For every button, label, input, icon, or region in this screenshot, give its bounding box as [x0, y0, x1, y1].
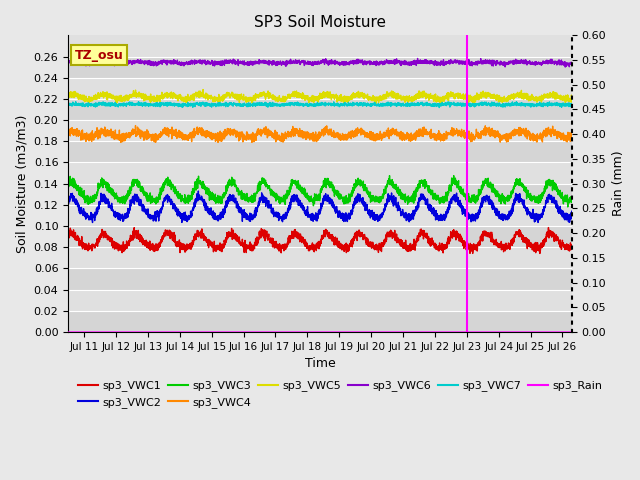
Y-axis label: Rain (mm): Rain (mm): [612, 151, 625, 216]
sp3_VWC7: [122, 102, 129, 108]
Title: SP3 Soil Moisture: SP3 Soil Moisture: [254, 15, 386, 30]
sp3_VWC4: [117, 142, 125, 147]
sp3_VWC5: [258, 89, 266, 95]
Line: sp3_VWC1: sp3_VWC1: [68, 228, 572, 253]
sp3_VWC4: [504, 132, 512, 138]
sp3_VWC1: [559, 238, 566, 244]
sp3_VWC3: [152, 197, 159, 203]
Bar: [68, 184, 572, 205]
X-axis label: Time: Time: [305, 357, 335, 370]
sp3_VWC2: [559, 212, 566, 217]
sp3_VWC5: [559, 94, 566, 100]
sp3_VWC7: [280, 102, 287, 108]
Bar: [68, 57, 572, 78]
Bar: [68, 141, 572, 162]
sp3_VWC4: [258, 129, 266, 134]
sp3_VWC3: [559, 195, 566, 201]
sp3_VWC5: [180, 102, 188, 108]
sp3_VWC3: [99, 173, 106, 179]
sp3_VWC3: [258, 180, 266, 186]
Line: sp3_VWC6: sp3_VWC6: [68, 59, 572, 66]
Bar: [68, 268, 572, 289]
sp3_VWC5: [122, 96, 130, 102]
Line: sp3_VWC2: sp3_VWC2: [68, 192, 572, 223]
sp3_VWC3: [122, 194, 130, 200]
sp3_VWC7: [152, 100, 159, 106]
sp3_VWC4: [548, 122, 556, 128]
sp3_VWC7: [404, 105, 412, 110]
sp3_VWC4: [64, 131, 72, 136]
sp3_VWC6: [152, 59, 159, 65]
sp3_VWC5: [152, 95, 159, 101]
sp3_VWC2: [152, 218, 159, 224]
sp3_VWC1: [228, 226, 236, 231]
Text: TZ_osu: TZ_osu: [74, 48, 124, 61]
sp3_VWC6: [568, 60, 576, 65]
Legend: sp3_VWC1, sp3_VWC2, sp3_VWC3, sp3_VWC4, sp3_VWC5, sp3_VWC6, sp3_VWC7, sp3_Rain: sp3_VWC1, sp3_VWC2, sp3_VWC3, sp3_VWC4, …: [74, 376, 607, 412]
sp3_VWC7: [504, 103, 512, 108]
sp3_VWC6: [258, 59, 266, 64]
sp3_VWC7: [559, 102, 566, 108]
sp3_VWC1: [568, 246, 576, 252]
sp3_VWC1: [64, 235, 72, 240]
sp3_VWC1: [471, 250, 479, 256]
sp3_VWC5: [568, 95, 576, 100]
sp3_VWC4: [122, 138, 130, 144]
Line: sp3_VWC4: sp3_VWC4: [68, 125, 572, 144]
Line: sp3_VWC3: sp3_VWC3: [68, 176, 572, 205]
sp3_VWC5: [64, 93, 72, 98]
sp3_VWC2: [122, 214, 129, 220]
sp3_VWC3: [504, 198, 512, 204]
sp3_VWC5: [68, 87, 76, 93]
sp3_VWC6: [280, 61, 287, 67]
sp3_VWC3: [280, 195, 287, 201]
sp3_VWC7: [64, 102, 72, 108]
sp3_VWC5: [504, 94, 512, 100]
sp3_VWC7: [132, 98, 140, 104]
sp3_VWC2: [387, 189, 394, 195]
sp3_VWC6: [64, 61, 72, 67]
sp3_VWC6: [559, 60, 566, 65]
sp3_VWC2: [279, 217, 287, 223]
Line: sp3_VWC7: sp3_VWC7: [68, 101, 572, 108]
sp3_VWC4: [280, 132, 287, 138]
sp3_VWC5: [280, 95, 287, 101]
sp3_VWC1: [504, 245, 512, 251]
sp3_VWC4: [559, 133, 566, 139]
Bar: [68, 311, 572, 332]
Bar: [68, 99, 572, 120]
sp3_VWC3: [182, 203, 190, 208]
Y-axis label: Soil Moisture (m3/m3): Soil Moisture (m3/m3): [15, 114, 28, 253]
sp3_VWC6: [504, 60, 512, 66]
sp3_VWC3: [568, 196, 576, 202]
sp3_VWC1: [122, 246, 129, 252]
sp3_VWC2: [257, 197, 265, 203]
Line: sp3_VWC5: sp3_VWC5: [68, 90, 572, 105]
sp3_VWC2: [308, 220, 316, 226]
sp3_VWC7: [568, 102, 576, 108]
sp3_VWC1: [258, 231, 266, 237]
sp3_VWC2: [504, 216, 512, 221]
Bar: [68, 226, 572, 247]
sp3_VWC1: [280, 244, 287, 250]
sp3_VWC7: [258, 101, 266, 107]
sp3_VWC6: [420, 56, 428, 62]
sp3_VWC1: [152, 247, 159, 252]
sp3_VWC3: [64, 183, 72, 189]
sp3_VWC6: [122, 59, 129, 65]
sp3_VWC6: [208, 63, 216, 69]
sp3_VWC4: [152, 134, 159, 140]
sp3_VWC2: [568, 212, 576, 218]
sp3_VWC2: [64, 198, 72, 204]
sp3_VWC4: [568, 132, 576, 137]
